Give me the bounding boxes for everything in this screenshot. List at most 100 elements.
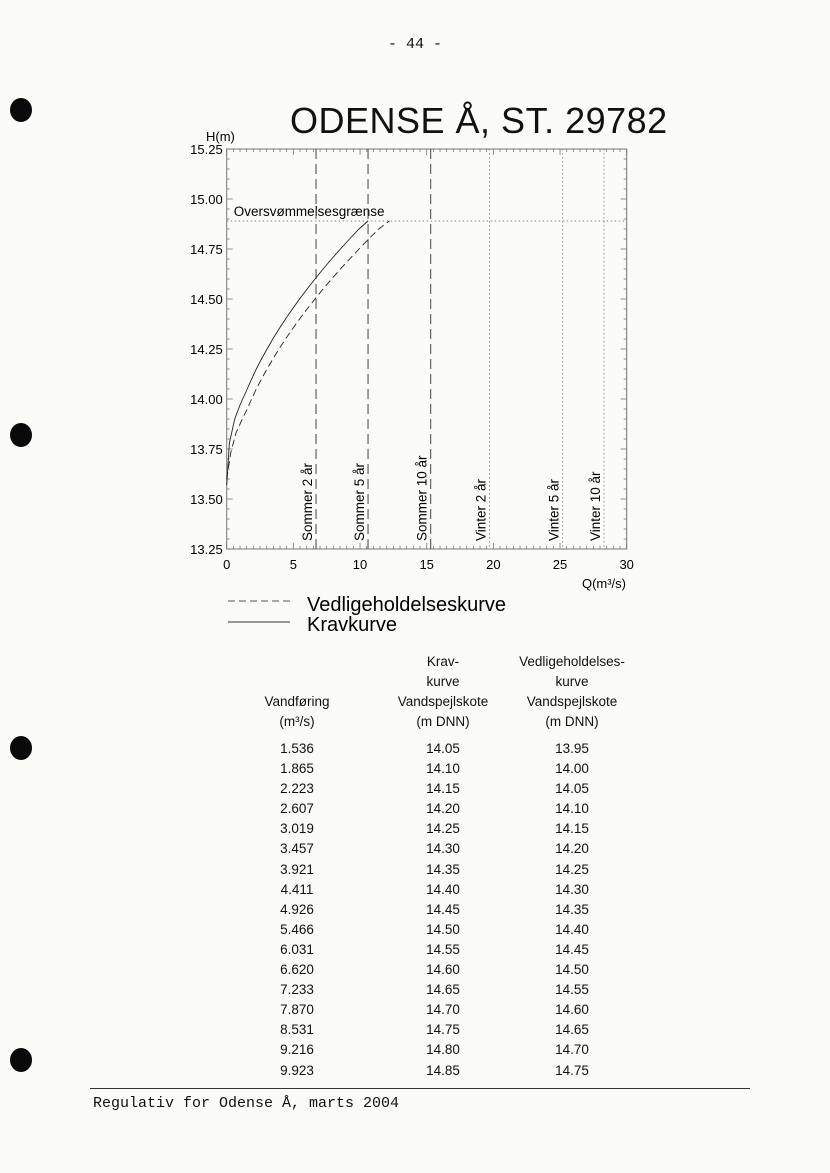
y-tick-label: 14.00 bbox=[190, 392, 223, 407]
table-cell: 14.20 bbox=[555, 841, 589, 857]
table-cell: 2.223 bbox=[280, 781, 314, 797]
table-cell: 14.35 bbox=[555, 901, 589, 917]
header-line: (m DNN) bbox=[416, 714, 470, 729]
return-period-label: Vinter 10 år bbox=[588, 471, 603, 541]
punch-hole bbox=[10, 423, 32, 447]
table-cell: 14.05 bbox=[426, 741, 460, 756]
x-tick-label: 5 bbox=[290, 557, 297, 572]
table-cell: 5.466 bbox=[280, 921, 314, 937]
table-column-vedligeholdelseskurve: 13.95 14.00 14.05 14.10 14.15 14.20 14.25 14.30… bbox=[502, 739, 642, 1081]
table-cell: 7.233 bbox=[280, 982, 314, 998]
table-cell: 14.00 bbox=[555, 761, 589, 777]
legend-label-vedligeholdelseskurve: Vedligeholdelseskurve bbox=[307, 594, 506, 616]
y-tick-label: 14.25 bbox=[190, 342, 223, 357]
table-cell: 14.80 bbox=[426, 1042, 460, 1058]
x-tick-label: 15 bbox=[419, 557, 433, 572]
return-period-label: Sommer 2 år bbox=[300, 462, 315, 541]
table-cell: 14.20 bbox=[426, 801, 460, 817]
header-line bbox=[237, 652, 357, 672]
table-cell: 14.55 bbox=[555, 982, 589, 998]
x-axis-label: Q(m³/s) bbox=[582, 576, 626, 591]
y-tick-label: 14.50 bbox=[190, 292, 223, 307]
y-tick-label: 13.75 bbox=[190, 442, 223, 457]
table-cell: 14.25 bbox=[426, 821, 460, 837]
table-cell: 14.15 bbox=[426, 781, 460, 797]
table-cell: 14.75 bbox=[426, 1022, 460, 1038]
x-tick-label: 30 bbox=[619, 557, 633, 572]
x-tick-label: 25 bbox=[553, 557, 567, 572]
table-cell: 14.25 bbox=[555, 861, 589, 877]
table-cell: 14.75 bbox=[555, 1062, 589, 1078]
table-cell: 4.926 bbox=[280, 901, 314, 917]
return-period-label: Vinter 2 år bbox=[473, 478, 488, 541]
header-line bbox=[237, 672, 357, 692]
table-cell: 14.70 bbox=[426, 1002, 460, 1018]
table-header-kravkurve: Krav- kurve Vandspejlskote (m DNN) bbox=[373, 652, 513, 732]
x-tick-label: 20 bbox=[486, 557, 500, 572]
table-cell: 14.45 bbox=[555, 941, 589, 957]
table-cell: 14.10 bbox=[426, 761, 460, 777]
table-cell: 14.65 bbox=[555, 1022, 589, 1038]
table-cell: 14.10 bbox=[555, 801, 589, 817]
y-tick-label: 15.00 bbox=[190, 192, 223, 207]
y-tick-label: 13.50 bbox=[190, 492, 223, 507]
table-cell: 14.85 bbox=[426, 1062, 460, 1078]
return-period-label: Sommer 10 år bbox=[415, 455, 430, 541]
chart-title: ODENSE Å, ST. 29782 bbox=[290, 100, 668, 141]
header-line: (m³/s) bbox=[279, 714, 315, 729]
table-cell: 14.30 bbox=[555, 881, 589, 897]
table-cell: 1.865 bbox=[280, 761, 314, 777]
table-cell: 14.55 bbox=[426, 941, 460, 957]
table-cell: 3.921 bbox=[280, 861, 314, 877]
header-line: Krav- bbox=[426, 654, 460, 669]
table-cell: 14.50 bbox=[555, 962, 589, 978]
table-cell: 4.411 bbox=[280, 881, 314, 897]
y-tick-label: 13.25 bbox=[190, 542, 223, 557]
table-cell: 14.60 bbox=[426, 962, 460, 978]
legend-label-kravkurve: Kravkurve bbox=[307, 614, 397, 636]
punch-hole bbox=[10, 1048, 32, 1072]
table-cell: 9.923 bbox=[280, 1062, 314, 1078]
table-cell: 14.30 bbox=[426, 841, 460, 857]
header-line: Vedligeholdelses- bbox=[519, 654, 625, 669]
header-line: kurve bbox=[426, 674, 460, 689]
table-cell: 14.70 bbox=[555, 1042, 589, 1058]
table-cell: 14.40 bbox=[426, 881, 460, 897]
header-line: Vandføring bbox=[264, 694, 330, 709]
table-cell: 8.531 bbox=[280, 1022, 314, 1038]
table-cell: 14.60 bbox=[555, 1002, 589, 1018]
table-cell: 14.15 bbox=[555, 821, 589, 837]
flood-limit-label: Oversvømmelsesgrænse bbox=[234, 204, 385, 219]
y-tick-label: 15.25 bbox=[190, 142, 223, 157]
table-header-vandforing: Vandføring (m³/s) bbox=[237, 652, 357, 732]
table-cell: 14.45 bbox=[426, 901, 460, 917]
return-period-label: Vinter 5 år bbox=[547, 478, 562, 541]
x-tick-label: 10 bbox=[353, 557, 367, 572]
punch-hole bbox=[10, 98, 32, 122]
x-tick-label: 0 bbox=[223, 557, 230, 572]
table-column-kravkurve: 14.05 14.10 14.15 14.20 14.25 14.30 14.35 14.40… bbox=[373, 739, 513, 1081]
table-header-vedligeholdelseskurve: Vedligeholdelses- kurve Vandspejlskote (… bbox=[502, 652, 642, 732]
table-cell: 9.216 bbox=[280, 1042, 314, 1058]
table-cell: 13.95 bbox=[555, 741, 589, 756]
y-axis-label: H(m) bbox=[206, 129, 235, 144]
return-period-label: Sommer 5 år bbox=[352, 462, 367, 541]
page-number: - 44 - bbox=[387, 36, 442, 53]
table-cell: 14.35 bbox=[426, 861, 460, 877]
table-column-vandforing: 1.536 1.865 2.223 2.607 3.019 3.457 3.921 4.411… bbox=[237, 739, 357, 1081]
table-cell: 3.457 bbox=[280, 841, 314, 857]
table-cell: 14.65 bbox=[426, 982, 460, 998]
table-cell: 6.620 bbox=[280, 962, 314, 978]
table-cell: 14.40 bbox=[555, 921, 589, 937]
header-line: (m DNN) bbox=[545, 714, 599, 729]
table-cell: 14.05 bbox=[555, 781, 589, 797]
series-vedligeholdelseskurve bbox=[226, 220, 390, 480]
footer-text: Regulativ for Odense Å, marts 2004 bbox=[93, 1095, 400, 1112]
table-cell: 6.031 bbox=[280, 941, 314, 957]
table-cell: 14.50 bbox=[426, 921, 460, 937]
footer-divider bbox=[90, 1088, 750, 1089]
punch-hole bbox=[10, 736, 32, 760]
y-tick-label: 14.75 bbox=[190, 242, 223, 257]
header-line: Vandspejlskote bbox=[397, 694, 489, 709]
header-line: Vandspejlskote bbox=[526, 694, 618, 709]
